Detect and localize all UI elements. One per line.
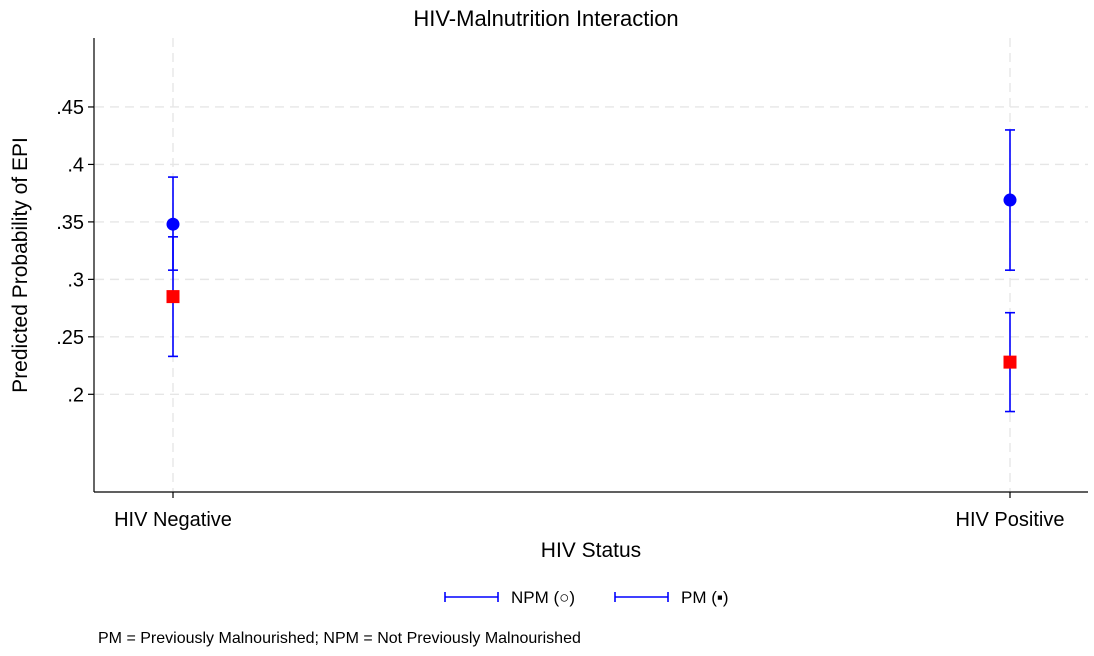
y-tick-label: .25 [56,327,84,349]
x-ticks: HIV Negative HIV Positive [114,492,1064,531]
y-tick-label: .35 [56,212,84,234]
y-ticks: .2 .25 .3 .35 .4 .45 [56,97,94,406]
y-tick-label: .4 [67,154,84,176]
legend-label: PM (▪) [681,588,729,607]
legend-item: PM (▪) [614,588,729,607]
legend-item: NPM (○) [444,588,575,607]
y-tick-label: .45 [56,97,84,119]
data-point-square [1003,355,1017,369]
y-axis-label: Predicted Probability of EPI [9,137,32,393]
grid [95,38,1088,491]
error-bars [168,129,1015,413]
chart-title: HIV-Malnutrition Interaction [413,6,678,31]
chart-note: PM = Previously Malnourished; NPM = Not … [98,630,581,647]
x-tick-label: HIV Positive [956,509,1065,531]
data-point-circle [166,217,180,231]
x-axis-label: HIV Status [541,539,641,562]
data-point-square [166,290,180,304]
legend-label: NPM (○) [511,588,575,607]
x-tick-label: HIV Negative [114,509,232,531]
y-tick-label: .3 [67,269,84,291]
y-tick-label: .2 [67,384,84,406]
data-markers [166,193,1017,369]
data-point-circle [1003,193,1017,207]
legend: NPM (○) PM (▪) [444,588,729,607]
